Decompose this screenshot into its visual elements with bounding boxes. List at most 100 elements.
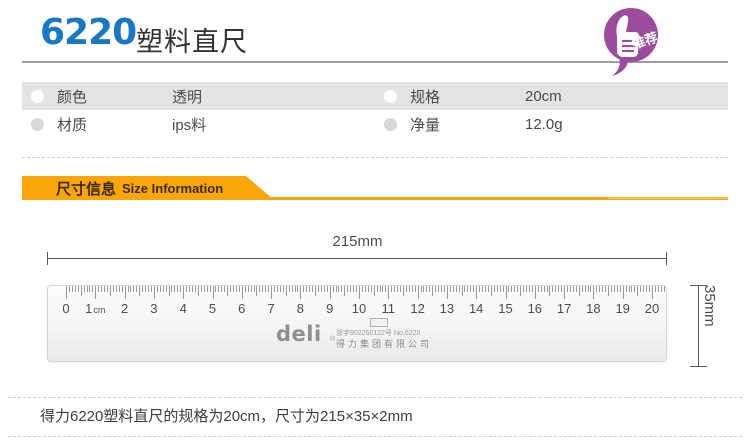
ruler-tick <box>191 286 193 292</box>
ruler-tick <box>168 286 170 296</box>
ruler-tick <box>546 286 548 292</box>
ruler-tick <box>112 286 114 292</box>
ruler-tick <box>150 286 152 292</box>
spec-value: 透明 <box>172 88 203 106</box>
ruler-tick <box>156 286 158 292</box>
ruler-tick <box>493 286 495 292</box>
ruler-tick <box>443 286 445 292</box>
ruler-tick <box>180 286 182 292</box>
ruler-tick <box>643 286 645 292</box>
ruler-tick <box>165 286 167 292</box>
ruler-tick <box>153 286 155 299</box>
ruler-number: 3 <box>150 301 158 316</box>
ruler-tick <box>569 286 571 292</box>
ruler-tick <box>605 286 607 292</box>
ruler-tick <box>502 286 504 292</box>
ruler-tick <box>282 286 284 292</box>
ruler-tick <box>652 286 653 299</box>
ruler-number: 7 <box>267 301 275 316</box>
ruler-number: 4 <box>179 301 187 316</box>
spec-label: 材质 <box>57 116 88 134</box>
ruler-tick <box>458 286 460 292</box>
ruler-tick <box>347 286 349 292</box>
ruler-tick <box>80 286 82 296</box>
ruler-tick <box>203 286 205 292</box>
ruler-tick <box>356 286 358 292</box>
ruler-number: 17 <box>556 301 572 316</box>
section-banner: 尺寸信息 Size Information <box>22 176 274 200</box>
ruler-number: 9 <box>326 301 334 316</box>
ruler-tick <box>663 286 665 292</box>
ruler-tick <box>479 286 481 292</box>
ruler-tick <box>133 286 135 292</box>
ruler-number: 0 <box>62 301 70 316</box>
ruler-tick <box>276 286 278 292</box>
ruler-tick <box>637 286 639 296</box>
ruler-tick <box>107 286 109 292</box>
ruler-tick <box>361 286 363 292</box>
recommend-badge: 推荐 <box>604 8 660 76</box>
ruler-tick <box>484 286 486 292</box>
ruler-tick <box>616 286 618 292</box>
ruler-tick <box>238 286 240 292</box>
ruler-tick <box>534 286 536 299</box>
spec-net-weight: 净量 12.0g <box>375 110 728 138</box>
ruler-tick <box>634 286 636 292</box>
banner-underline-strip <box>22 197 728 200</box>
ruler-tick <box>599 286 601 292</box>
ruler-number: 5 <box>208 301 217 316</box>
ruler-number: 16 <box>527 301 543 316</box>
ruler-tick <box>218 286 220 292</box>
width-dimension-label: 215mm <box>332 233 383 250</box>
dashed-divider <box>22 157 728 158</box>
ruler-tick <box>227 286 229 296</box>
ruler-tick <box>359 286 360 299</box>
ruler-tick <box>186 286 188 292</box>
ruler-tick <box>561 286 563 292</box>
ruler-number: 2 <box>120 301 129 316</box>
ruler-tick <box>250 286 252 292</box>
ruler-reg-number: 浙字902260122号 No.6220 <box>336 330 421 337</box>
ruler-company-name: 得力集团有限公司 <box>336 339 433 349</box>
spec-label: 规格 <box>410 88 441 106</box>
ruler-tick <box>159 286 161 292</box>
ruler-tick <box>317 286 319 292</box>
ruler-tick <box>373 286 375 296</box>
ruler-number: 10 <box>351 301 367 316</box>
ruler-tick <box>221 286 223 292</box>
ruler-tick <box>341 286 343 292</box>
ruler-tick <box>496 286 498 292</box>
height-dimension-line <box>698 285 699 367</box>
ruler-tick <box>452 286 454 292</box>
ruler-tick <box>183 286 185 299</box>
ruler-tick <box>596 286 598 292</box>
spec-label: 净量 <box>410 116 441 134</box>
registered-mark-icon: ® <box>330 336 336 343</box>
ruler-tick <box>394 286 396 292</box>
ruler-tick <box>555 286 557 292</box>
ruler-tick <box>584 286 586 292</box>
ruler-tick <box>432 286 434 296</box>
ruler-tick <box>74 286 76 292</box>
ruler-tick <box>508 286 510 292</box>
ruler-tick <box>259 286 261 292</box>
header-divider <box>22 61 728 63</box>
bullet-icon <box>31 89 44 103</box>
ruler-tick <box>274 286 276 292</box>
ruler-tick <box>86 286 88 292</box>
width-dimension-cap-left <box>47 252 48 265</box>
spec-value: 20cm <box>525 87 562 105</box>
ruler-tick <box>470 286 472 292</box>
ruler-tick <box>206 286 208 292</box>
ruler-tick <box>575 286 577 292</box>
ruler-tick <box>476 286 478 299</box>
ruler-tick <box>613 286 615 292</box>
ruler-tick <box>174 286 176 292</box>
ruler-tick <box>482 286 484 292</box>
ruler-tick <box>602 286 604 292</box>
ruler-tick <box>118 286 120 292</box>
ruler-tick <box>408 286 410 292</box>
ruler-tick <box>89 286 91 292</box>
ruler-tick <box>297 286 299 292</box>
spec-color: 颜色 透明 <box>22 82 375 110</box>
